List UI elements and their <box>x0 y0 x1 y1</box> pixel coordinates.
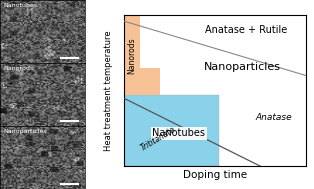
Text: Nanoparticles: Nanoparticles <box>3 129 47 134</box>
Text: Trititanate: Trititanate <box>139 125 178 153</box>
Polygon shape <box>124 15 140 68</box>
Text: Nanorods: Nanorods <box>3 66 34 71</box>
Text: Nanoparticles: Nanoparticles <box>204 62 281 71</box>
Text: Nanotubes: Nanotubes <box>152 128 205 138</box>
Polygon shape <box>124 95 219 166</box>
Polygon shape <box>124 68 160 95</box>
Text: Heat treatment temperature: Heat treatment temperature <box>104 30 113 151</box>
Text: Anatase: Anatase <box>255 113 292 122</box>
Text: Anatase + Rutile: Anatase + Rutile <box>205 25 287 35</box>
Text: Nanorods: Nanorods <box>127 38 136 74</box>
X-axis label: Doping time: Doping time <box>183 170 247 180</box>
Text: Nanotubes: Nanotubes <box>3 3 37 8</box>
